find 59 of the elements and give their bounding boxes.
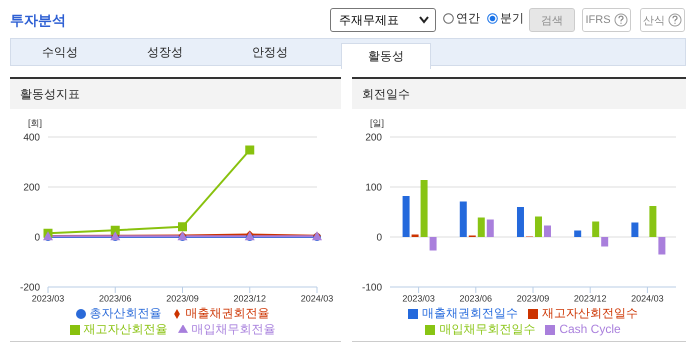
bar [430, 237, 437, 250]
legend-label: 총자산회전율 [90, 306, 162, 320]
bar [460, 202, 467, 237]
bar [534, 216, 542, 237]
y-axis-title: [회] [28, 117, 42, 130]
text: 활동성 [341, 43, 431, 69]
x-tick-label: 2023/03 [32, 293, 64, 304]
bar [420, 180, 428, 237]
legend-label: 매입채무회전율 [192, 322, 276, 336]
text: 투자분석 [10, 12, 66, 30]
text: 연간 [455, 10, 480, 27]
bar [631, 222, 638, 237]
legend-label: 매입채무회전일수 [439, 322, 536, 336]
bar [402, 196, 410, 237]
y-tick-label: 100 [365, 182, 382, 194]
y-tick-label: 200 [365, 132, 382, 144]
chart-title: 활동성지표 [10, 79, 341, 109]
x-tick-label: 2023/03 [402, 293, 435, 304]
text: 수익성 [41, 44, 79, 60]
y-tick-label: 0 [376, 232, 382, 244]
bar [601, 237, 608, 246]
x-tick-label: 2023/12 [233, 293, 266, 304]
text: 분기 [499, 10, 524, 27]
x-tick-label: 2023/09 [166, 293, 199, 304]
point [178, 222, 187, 232]
text: IFRS [582, 8, 631, 32]
text: 주재무제표 [330, 8, 436, 32]
x-tick-label: 2024/03 [631, 293, 664, 304]
legend-label: 재고자산회전율 [84, 322, 168, 336]
x-tick-label: 2023/12 [574, 293, 606, 304]
y-tick-label: 0 [34, 232, 40, 244]
bar [574, 230, 582, 237]
bar [592, 222, 600, 237]
x-tick-label: 2023/06 [98, 293, 132, 304]
text: 산식 [640, 8, 685, 32]
y-tick-label: 400 [23, 132, 40, 144]
point [110, 226, 120, 235]
x-tick-label: 2023/09 [516, 293, 550, 304]
y-axis-title: [일] [370, 117, 384, 130]
text: 성장성 [146, 44, 184, 60]
legend-label: Cash Cycle [559, 322, 621, 336]
y-tick-label: -100 [362, 282, 382, 294]
y-tick-label: -200 [20, 282, 40, 294]
bar [544, 226, 551, 237]
point [245, 146, 254, 154]
x-tick-label: 2023/06 [460, 293, 492, 304]
bar [658, 237, 666, 254]
legend-label: 매출채권회전율 [186, 306, 270, 320]
text: 안정성 [251, 44, 289, 60]
chart-title: 회전일수 [352, 79, 686, 109]
legend-label: 매출채권회전일수 [422, 306, 518, 320]
y-tick-label: 200 [23, 182, 40, 194]
bar [486, 220, 494, 237]
bar [649, 206, 656, 237]
bar [478, 218, 485, 237]
x-tick-label: 2024/03 [300, 293, 334, 304]
legend-label: 재고자산회전일수 [542, 306, 638, 320]
bar [516, 207, 524, 237]
text: 검색 [529, 8, 575, 32]
